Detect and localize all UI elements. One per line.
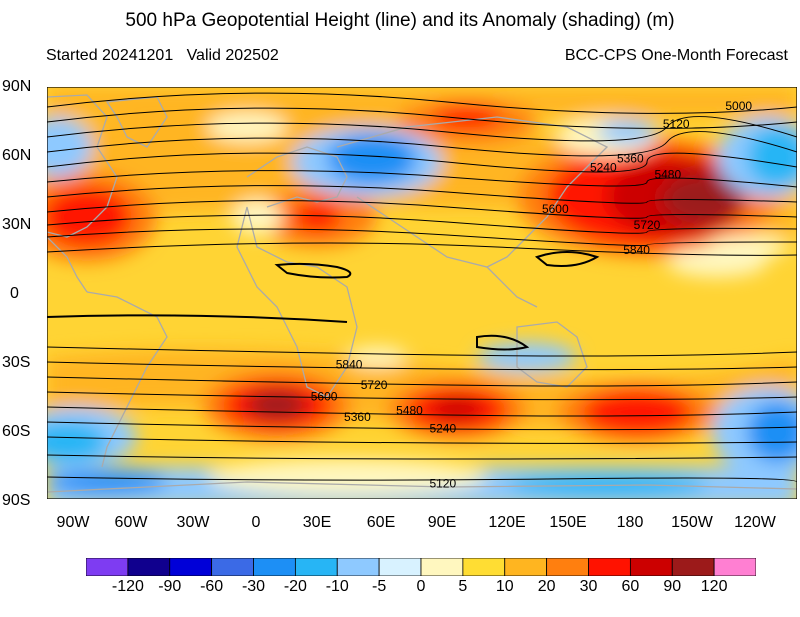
anomaly-map: 5000512052405360548056005720584058405720… bbox=[47, 87, 797, 499]
lon-label: 0 bbox=[251, 514, 261, 531]
contour-label: 5360 bbox=[617, 152, 644, 166]
lon-label: 150W bbox=[671, 514, 713, 531]
contour-label: 5720 bbox=[634, 218, 661, 232]
colorbar-swatch bbox=[336, 558, 380, 576]
height-contours bbox=[47, 92, 797, 483]
colorbar-tick-label: -30 bbox=[241, 578, 266, 595]
colorbar-tick-label: 20 bbox=[537, 578, 556, 595]
colorbar-tick-label: 30 bbox=[579, 578, 598, 595]
contour-label: 5480 bbox=[396, 403, 423, 417]
contour-label: 5120 bbox=[429, 477, 456, 491]
lat-label: 0 bbox=[10, 285, 19, 302]
colorbar-tick-label: -60 bbox=[200, 578, 224, 595]
lat-label: 60S bbox=[2, 423, 31, 440]
lon-label: 60W bbox=[114, 514, 148, 531]
lat-label: 30N bbox=[2, 216, 32, 233]
lon-label: 180 bbox=[616, 514, 644, 531]
lon-label: 30W bbox=[176, 514, 210, 531]
contour-label: 5000 bbox=[725, 99, 752, 113]
colorbar-swatch bbox=[713, 558, 756, 576]
colorbar-swatch bbox=[211, 558, 254, 576]
contour-label: 5840 bbox=[336, 358, 363, 372]
lon-label: 90E bbox=[427, 514, 457, 531]
colorbar-tick-label: -5 bbox=[372, 578, 387, 595]
colorbar-tick-label: -120 bbox=[111, 578, 144, 595]
contour-label: 5240 bbox=[429, 422, 456, 436]
started-date: Started 20241201 bbox=[46, 47, 174, 64]
colorbar-swatch bbox=[671, 558, 715, 576]
coastlines bbox=[47, 94, 797, 493]
colorbar-swatch bbox=[169, 558, 213, 576]
contour-label: 5600 bbox=[311, 390, 338, 404]
colorbar-swatch bbox=[546, 558, 589, 576]
colorbar-tick-label: 60 bbox=[621, 578, 640, 595]
lat-label: 30S bbox=[2, 354, 31, 371]
contour-label: 5840 bbox=[623, 243, 650, 257]
contour-label: 5360 bbox=[344, 410, 371, 424]
lon-label: 60E bbox=[366, 514, 396, 531]
lat-label: 90S bbox=[2, 492, 31, 509]
lon-label: 150E bbox=[549, 514, 587, 531]
forecast-source: BCC-CPS One-Month Forecast bbox=[564, 47, 788, 64]
contour-label: 5480 bbox=[654, 168, 681, 182]
colorbar bbox=[86, 558, 756, 576]
colorbar-tick-label: 90 bbox=[663, 578, 682, 595]
contour-label: 5720 bbox=[361, 378, 388, 392]
colorbar-tick-label: -10 bbox=[325, 578, 349, 595]
colorbar-tick-label: 5 bbox=[458, 578, 468, 595]
colorbar-swatch bbox=[127, 558, 171, 576]
colorbar-swatch bbox=[504, 558, 548, 576]
lon-label: 30E bbox=[302, 514, 332, 531]
lat-label: 90N bbox=[2, 78, 32, 95]
colorbar-swatch bbox=[86, 558, 129, 576]
colorbar-tick-label: 10 bbox=[495, 578, 514, 595]
contour-label: 5120 bbox=[663, 117, 690, 131]
contour-label: 5600 bbox=[542, 202, 569, 216]
colorbar-tick-label: 120 bbox=[700, 578, 728, 595]
colorbar-swatch bbox=[588, 558, 631, 576]
lon-label: 90W bbox=[56, 514, 90, 531]
map-title: 500 hPa Geopotential Height (line) and i… bbox=[125, 10, 675, 31]
contour-label: 5240 bbox=[590, 161, 617, 175]
lon-label: 120W bbox=[734, 514, 776, 531]
colorbar-tick-label: -20 bbox=[283, 578, 307, 595]
colorbar-swatch bbox=[629, 558, 673, 576]
colorbar-swatch bbox=[378, 558, 422, 576]
forecast-dates: Started 20241201 Valid 202502 bbox=[46, 47, 279, 65]
colorbar-tick-label: 0 bbox=[416, 578, 426, 595]
colorbar-tick-label: -90 bbox=[158, 578, 182, 595]
colorbar-swatch bbox=[253, 558, 296, 576]
lat-label: 60N bbox=[2, 147, 32, 164]
colorbar-swatch bbox=[462, 558, 506, 576]
lon-label: 120E bbox=[488, 514, 526, 531]
anomaly-shading bbox=[47, 87, 797, 499]
contour-labels: 5000512052405360548056005720584058405720… bbox=[311, 99, 753, 491]
colorbar-swatch bbox=[294, 558, 338, 576]
colorbar-swatch bbox=[420, 558, 464, 576]
valid-date: Valid 202502 bbox=[186, 47, 279, 64]
